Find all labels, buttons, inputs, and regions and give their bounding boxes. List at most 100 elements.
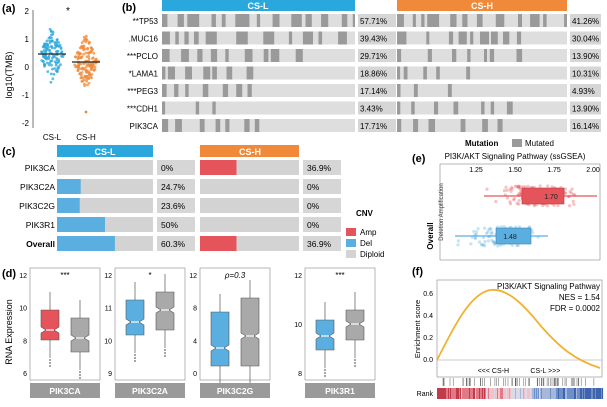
panel-d-outlier [49,362,51,364]
panel-b-mutation-block [244,49,253,62]
panel-b-gene-label: .MUC16 [129,35,159,44]
panel-f-rank-tick [506,388,508,399]
panel-b-pct: 13.90% [572,52,599,61]
panel-f-rank-tick [577,388,579,399]
panel-a-dot [46,43,50,47]
panel-b-mutation-block [466,66,471,80]
panel-f-rank-tick [468,388,470,399]
panel-c-track [200,179,299,194]
panel-f-rank-tick [562,388,564,399]
panel-a-dot [87,54,91,58]
panel-c-pct-box [303,198,341,213]
panel-c-legend-diploid: Diploid [360,250,384,259]
panel-d-ytick: 12 [104,273,112,280]
panel-c-pct-l: 50% [161,220,178,230]
panel-f-rank-tick [461,388,463,399]
panel-b-mutation-block [181,49,189,62]
panel-b-track [397,66,567,80]
panel-c-pct-box [157,179,195,194]
panel-f-ytick-3: 0.0 [423,357,433,364]
panel-b-mutation-block [318,31,323,45]
panel-a-dot [80,41,84,45]
panel-b-mutation-block [423,66,427,80]
panel-e-dot [489,231,493,235]
panel-a-dot [83,37,87,41]
panel-c-del-block [57,198,80,213]
panel-b-mutation-block [397,49,402,62]
panel-b-track [397,119,567,132]
panel-b-pct: 39.43% [360,35,387,44]
panel-e: (e) PI3K/AKT Signaling Pathway (ssGSEA) … [412,152,607,261]
panel-e-dot [499,225,503,229]
panel-d-sig: * [148,271,151,280]
panel-b-mutation-block [489,49,495,62]
panel-d-outlier [49,359,51,361]
panel-a-dot [77,54,81,57]
panel-e-dot [572,192,576,196]
panel-b-mutation-block [210,49,218,62]
panel-f-rank-tick [440,388,442,399]
panel-b-mutation-block [236,84,243,97]
panel-a-dot [60,54,63,58]
panel-c-label: (c) [2,146,16,158]
panel-e-dot [499,243,503,247]
panel-f-rank-tick [593,388,595,399]
panel-d-gene-label: PIK3C2A [132,386,168,396]
panel-a-dot [87,42,91,45]
panel-e-dot [496,244,500,248]
panel-e-dot [469,242,473,246]
panel-a-dot [82,44,86,48]
panel-f-rank-tick [538,388,540,399]
panel-d-gene-bar [305,383,375,398]
panel-d-box [210,311,230,367]
panel-c-pct-box [303,179,341,194]
panel-c-gene-label: PIK3C2A [20,182,55,192]
panel-f-rank-tick [442,388,444,399]
panel-f-rank-tick [450,388,452,399]
panel-e-xtick-0: 1.25 [469,167,483,174]
panel-d-outlier [164,355,166,357]
panel-c-gene-label: PIK3CA [25,163,56,173]
panel-f-rank-tick [589,388,591,399]
panel-e-dot [474,230,479,234]
panel-a-dot [54,50,58,53]
panel-b-mutation-block [205,31,217,45]
panel-d-box [125,299,145,336]
panel-d-gene-label: PIK3C2G [217,386,254,396]
panel-e-dot [517,191,521,196]
panel-c-legend-amp-swatch [346,228,356,236]
panel-b-mutation-block [302,31,313,45]
panel-b-mutation-block [397,101,401,115]
panel-e-dot [515,201,519,205]
panel-b-mutation-block [397,14,404,27]
panel-a-dot [54,61,58,65]
panel-a-ytick-0: 2 [25,7,30,16]
panel-a-dot [55,41,59,44]
panel-c-legend-diploid-swatch [346,250,356,258]
panel-a-dot [55,56,58,60]
panel-b-mutation-block [305,14,312,27]
panel-e-dot [486,230,490,234]
panel-d-ytick: 8 [193,306,197,313]
panel-f-rank-tick [502,388,504,399]
panel-e-dot [505,188,509,192]
panel-f-rank-tick [557,388,559,399]
panel-f-rank-tick [466,388,468,399]
panel-f-rank-tick [544,388,546,399]
panel-e-dot [513,184,518,188]
panel-a-dot [84,51,88,55]
panel-c-del-block [57,236,115,251]
panel-f-rank-tick [545,388,547,399]
panel-e-dot [510,185,514,189]
panel-b-header-h: CS-H [471,1,493,11]
panel-d-ytick: 10 [104,338,112,345]
panel-f-rank-tick [504,388,506,399]
panel-a-dot [44,54,48,58]
panel-e-dot [516,185,521,189]
panel-d-gene-label: PIK3CA [49,386,80,396]
panel-f-rank-tick [476,388,478,399]
panel-a-dot [52,72,56,76]
panel-d-ytick: 12 [294,273,302,280]
panel-c-pct-l: 24.7% [161,182,186,192]
panel-d-sig: *** [335,271,344,280]
